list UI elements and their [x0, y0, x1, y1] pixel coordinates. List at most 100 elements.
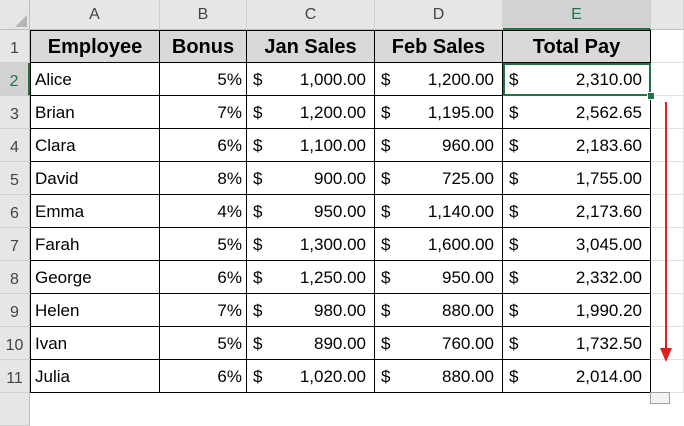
cell-bonus[interactable]: 8%: [160, 162, 247, 195]
cell-bonus[interactable]: 4%: [160, 195, 247, 228]
amount-value: 880.00: [442, 367, 494, 386]
cell-jan[interactable]: $1,100.00: [247, 129, 375, 162]
autofill-options-button[interactable]: [650, 392, 670, 404]
cell-feb[interactable]: $1,600.00: [375, 228, 503, 261]
amount-value: 2,014.00: [575, 367, 642, 386]
column-header-a[interactable]: A: [30, 0, 160, 30]
cell-jan[interactable]: $1,000.00: [247, 63, 375, 96]
column-header-c[interactable]: C: [247, 0, 375, 30]
amount-value: 1,100.00: [299, 136, 366, 155]
column-header-f[interactable]: [651, 0, 684, 30]
fill-handle[interactable]: [647, 92, 655, 100]
cell-bonus[interactable]: 7%: [160, 96, 247, 129]
cell-bonus[interactable]: 6%: [160, 261, 247, 294]
selected-cell-e2[interactable]: [503, 63, 651, 96]
row-header-6[interactable]: 6: [0, 195, 30, 228]
currency-symbol: $: [253, 334, 263, 353]
cell-feb[interactable]: $880.00: [375, 294, 503, 327]
row-header-1[interactable]: 1: [0, 30, 30, 63]
column-header-b[interactable]: B: [160, 0, 247, 30]
row-header-2[interactable]: 2: [0, 63, 30, 96]
cell-feb[interactable]: $950.00: [375, 261, 503, 294]
cell-feb[interactable]: $1,195.00: [375, 96, 503, 129]
row-header-12[interactable]: [0, 393, 30, 426]
row-header-9[interactable]: 9: [0, 294, 30, 327]
table-header-feb[interactable]: Feb Sales: [375, 30, 503, 63]
amount-value: 2,183.60: [575, 136, 642, 155]
cell-jan[interactable]: $1,250.00: [247, 261, 375, 294]
cell-employee[interactable]: Farah: [30, 228, 160, 261]
table-header-total[interactable]: Total Pay: [503, 30, 651, 63]
row-header-7[interactable]: 7: [0, 228, 30, 261]
cell-employee[interactable]: Alice: [30, 63, 160, 96]
cell-feb[interactable]: $725.00: [375, 162, 503, 195]
cell-total[interactable]: $2,562.65: [503, 96, 651, 129]
row-header-3[interactable]: 3: [0, 96, 30, 129]
cell-total[interactable]: $1,732.50: [503, 327, 651, 360]
cell-employee[interactable]: Julia: [30, 360, 160, 393]
row-header-10[interactable]: 10: [0, 327, 30, 360]
amount-value: 3,045.00: [575, 235, 642, 254]
amount-value: 2,173.60: [575, 202, 642, 221]
amount-value: 1,200.00: [427, 70, 494, 89]
amount-value: 1,140.00: [427, 202, 494, 221]
column-header-e[interactable]: E: [503, 0, 651, 30]
cell-total[interactable]: $1,755.00: [503, 162, 651, 195]
cell-bonus[interactable]: 5%: [160, 327, 247, 360]
cell-employee[interactable]: Ivan: [30, 327, 160, 360]
cell-jan[interactable]: $950.00: [247, 195, 375, 228]
cell-bonus[interactable]: 6%: [160, 360, 247, 393]
cell-employee[interactable]: David: [30, 162, 160, 195]
amount-value: 1,732.50: [575, 334, 642, 353]
currency-symbol: $: [253, 235, 263, 254]
cell-jan[interactable]: $1,200.00: [247, 96, 375, 129]
cell-total[interactable]: $2,173.60: [503, 195, 651, 228]
row-header-4[interactable]: 4: [0, 129, 30, 162]
cell-bonus[interactable]: 7%: [160, 294, 247, 327]
cell-jan[interactable]: $890.00: [247, 327, 375, 360]
row-header-8[interactable]: 8: [0, 261, 30, 294]
cell-jan[interactable]: $980.00: [247, 294, 375, 327]
cell-total[interactable]: $2,332.00: [503, 261, 651, 294]
cell-feb[interactable]: $1,140.00: [375, 195, 503, 228]
row-header-11[interactable]: 11: [0, 360, 30, 393]
amount-value: 1,020.00: [299, 367, 366, 386]
table-header-bonus[interactable]: Bonus: [160, 30, 247, 63]
cell-feb[interactable]: $760.00: [375, 327, 503, 360]
cell-total[interactable]: $1,990.20: [503, 294, 651, 327]
currency-symbol: $: [381, 202, 391, 221]
amount-value: 890.00: [314, 334, 366, 353]
currency-symbol: $: [253, 136, 263, 155]
cell-bonus[interactable]: 5%: [160, 63, 247, 96]
column-header-d[interactable]: D: [375, 0, 503, 30]
cell-employee[interactable]: Helen: [30, 294, 160, 327]
currency-symbol: $: [381, 367, 391, 386]
cell-bonus[interactable]: 5%: [160, 228, 247, 261]
amount-value: 1,250.00: [299, 268, 366, 287]
empty-cell[interactable]: [651, 63, 684, 96]
empty-cell[interactable]: [651, 30, 684, 63]
amount-value: 2,562.65: [575, 103, 642, 122]
table-header-jan[interactable]: Jan Sales: [247, 30, 375, 63]
cell-bonus[interactable]: 6%: [160, 129, 247, 162]
cell-feb[interactable]: $960.00: [375, 129, 503, 162]
currency-symbol: $: [509, 169, 519, 188]
row-header-5[interactable]: 5: [0, 162, 30, 195]
cell-feb[interactable]: $1,200.00: [375, 63, 503, 96]
cell-jan[interactable]: $1,020.00: [247, 360, 375, 393]
cell-employee[interactable]: Clara: [30, 129, 160, 162]
cell-employee[interactable]: Emma: [30, 195, 160, 228]
cell-jan[interactable]: $900.00: [247, 162, 375, 195]
cell-total[interactable]: $3,045.00: [503, 228, 651, 261]
amount-value: 950.00: [442, 268, 494, 287]
cell-employee[interactable]: Brian: [30, 96, 160, 129]
cell-feb[interactable]: $880.00: [375, 360, 503, 393]
cell-total[interactable]: $2,014.00: [503, 360, 651, 393]
amount-value: 760.00: [442, 334, 494, 353]
select-all-corner[interactable]: [0, 0, 30, 30]
amount-value: 1,990.20: [575, 301, 642, 320]
cell-total[interactable]: $2,183.60: [503, 129, 651, 162]
cell-employee[interactable]: George: [30, 261, 160, 294]
cell-jan[interactable]: $1,300.00: [247, 228, 375, 261]
table-header-employee[interactable]: Employee: [30, 30, 160, 63]
